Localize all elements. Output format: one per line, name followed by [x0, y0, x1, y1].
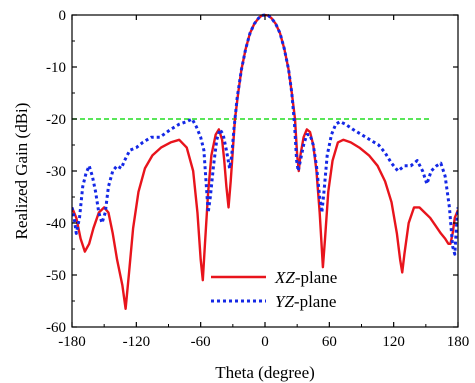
y-axis-title: Realized Gain (dBi)	[12, 103, 31, 240]
legend: XZ-plane YZ-plane	[211, 268, 337, 311]
y-tick-label: -30	[46, 164, 66, 180]
y-tick-label: -50	[46, 268, 66, 284]
axes	[71, 14, 459, 328]
series-line-xz-plane	[72, 13, 458, 310]
y-tick-label: -20	[46, 112, 66, 128]
legend-label-xz-plane: XZ-plane	[274, 268, 337, 287]
x-tick-label: -60	[191, 334, 211, 350]
x-tick-label: 120	[382, 334, 405, 350]
plot-frame	[71, 14, 459, 328]
y-tick-label: -10	[46, 60, 66, 76]
x-tick-label: 180	[447, 334, 470, 350]
y-tick-label: 0	[59, 8, 67, 24]
x-tick-label: -180	[58, 334, 86, 350]
x-tick-label: -120	[123, 334, 151, 350]
series-line-yz-plane	[72, 13, 458, 256]
x-axis-title: Theta (degree)	[215, 363, 315, 382]
ticks: -180 -120 -60 0 60 120 180 0 -10 -20 -30 -40 -50 -60	[46, 8, 469, 350]
y-tick-label: -60	[46, 320, 66, 336]
legend-label-yz-plane: YZ-plane	[275, 292, 336, 311]
series-layer	[72, 13, 458, 310]
y-tick-label: -40	[46, 216, 66, 232]
x-tick-label: 0	[261, 334, 269, 350]
x-tick-label: 60	[322, 334, 337, 350]
